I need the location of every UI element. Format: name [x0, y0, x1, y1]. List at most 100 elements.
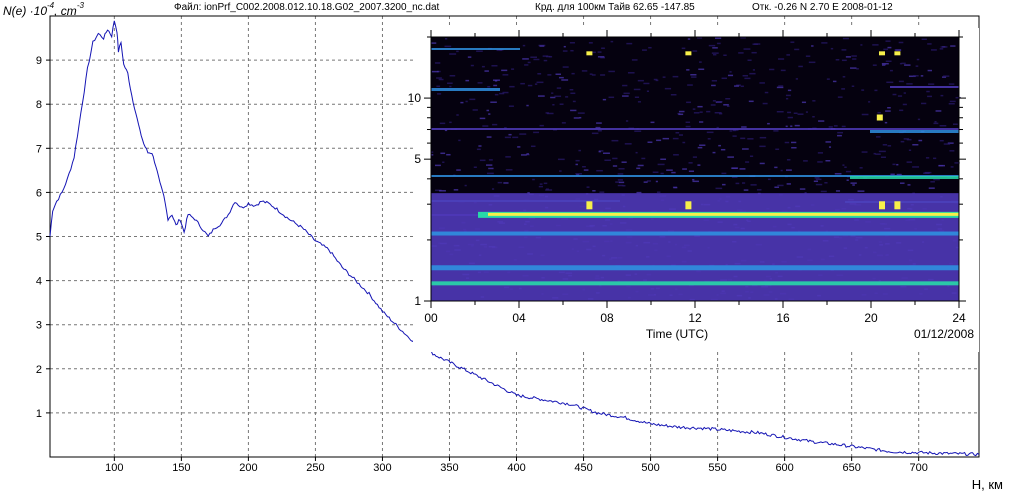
spectrogram-band: [579, 116, 582, 119]
spectrogram-band: [575, 159, 580, 162]
spectrogram-band: [487, 85, 491, 88]
spectrogram-band: [636, 167, 641, 170]
spectrogram-band: [646, 90, 650, 92]
spectrogram-band: [482, 125, 489, 127]
spectrogram-band: [545, 189, 553, 191]
spectrogram-band: [837, 134, 842, 137]
spectrogram-band: [519, 133, 527, 135]
spectrogram-band: [561, 79, 569, 81]
spectrogram-band: [939, 48, 944, 50]
spectrogram-band: [481, 65, 485, 68]
spectrogram-band: [785, 94, 791, 97]
spectrogram-band: [637, 101, 641, 103]
spectrogram-band: [747, 59, 752, 61]
spectrogram-band: [879, 201, 885, 210]
x-tick-label: 500: [641, 462, 659, 474]
spectrogram-band: [928, 187, 935, 189]
spectrogram-band: [469, 98, 476, 101]
y-tick-label: 3: [36, 320, 42, 332]
spectrogram-band: [916, 58, 920, 61]
spectrogram-band: [740, 37, 746, 39]
spectrogram-band: [611, 139, 619, 142]
spectrogram-band: [545, 55, 551, 58]
spectrogram-band: [524, 64, 529, 66]
spectrogram-band: [647, 141, 653, 143]
spectrogram-band: [473, 166, 477, 169]
spectrogram-band: [431, 154, 434, 156]
spectrogram-band: [776, 86, 784, 89]
spectrogram-band: [688, 162, 693, 164]
spectrogram-band: [785, 169, 792, 171]
spectrogram-band: [599, 191, 605, 193]
spectrogram-band: [818, 120, 825, 122]
spectrogram-band: [602, 98, 607, 101]
spectrogram-band: [508, 133, 512, 136]
spectrogram-band: [896, 163, 899, 166]
spectrogram-band: [940, 46, 948, 48]
spectrogram-band: [930, 181, 935, 183]
spectrogram-band: [729, 71, 732, 73]
spectrogram-band: [555, 73, 561, 75]
spectrogram-band: [926, 90, 930, 93]
spectrogram-band: [887, 107, 891, 109]
spectrogram-band: [886, 81, 894, 84]
spectrogram-band: [685, 51, 692, 56]
spectrogram-band: [947, 142, 954, 144]
spectrogram-band: [892, 163, 896, 166]
spectrogram-band: [438, 78, 444, 81]
spectrogram-band: [601, 47, 605, 49]
spectrogram-band: [465, 100, 468, 103]
spectrogram-band: [876, 136, 881, 138]
y-tick-label: 9: [36, 55, 42, 67]
spectrogram-band: [799, 188, 806, 190]
spectrogram-band: [861, 89, 865, 91]
spectrogram-band: [892, 93, 897, 96]
spectrogram-band: [662, 137, 670, 140]
spectrogram-band: [804, 191, 807, 194]
spectrogram-band: [894, 201, 901, 210]
x-tick-label: 150: [172, 462, 190, 474]
spectrogram-band: [812, 116, 815, 118]
spectrogram-band: [884, 121, 888, 124]
spectrogram-band: [575, 163, 578, 166]
spectrogram-band: [845, 56, 851, 58]
spectrogram-band: [943, 75, 950, 77]
spectrogram-band: [805, 111, 808, 113]
spectrogram-band: [890, 173, 895, 176]
spectrogram-band: [794, 48, 800, 51]
spectrogram-band: [543, 182, 548, 185]
spectrogram-band: [906, 83, 913, 85]
spectrogram-band: [748, 100, 754, 103]
spectrogram-band: [830, 47, 834, 50]
spectrogram-band: [785, 125, 788, 128]
spectrogram-band: [597, 56, 605, 58]
spectrogram-band: [764, 91, 769, 94]
spectrogram-band: [621, 161, 627, 163]
spectrogram-band: [887, 46, 892, 49]
spectrogram-band: [719, 112, 723, 115]
spectrogram-band: [598, 150, 601, 153]
spectrogram-band: [603, 152, 610, 154]
spectrogram-band: [496, 49, 502, 52]
x-tick-label: 550: [708, 462, 726, 474]
spectrogram-band: [612, 157, 618, 160]
spectrogram-band: [875, 153, 881, 155]
spectrogram-band: [887, 145, 892, 147]
spectrogram-band: [950, 166, 954, 168]
spectrogram-band: [591, 51, 596, 54]
spectrogram-band: [889, 69, 893, 72]
spectrogram-band: [813, 180, 819, 183]
spectrogram-band: [912, 166, 920, 168]
spectrogram-band: [711, 80, 718, 82]
spectrogram-band: [561, 122, 566, 124]
spectrogram-band: [582, 165, 586, 168]
spectrogram-band: [637, 164, 644, 167]
spectrogram-band: [885, 40, 891, 42]
spectrogram-band: [436, 85, 441, 88]
spectrogram-band: [885, 110, 891, 112]
spectrogram-band: [718, 144, 721, 147]
spectrogram-band: [729, 130, 733, 132]
spectrogram-band: [828, 146, 832, 148]
spectrogram-band: [786, 54, 791, 56]
spectrogram-band: [857, 190, 865, 192]
